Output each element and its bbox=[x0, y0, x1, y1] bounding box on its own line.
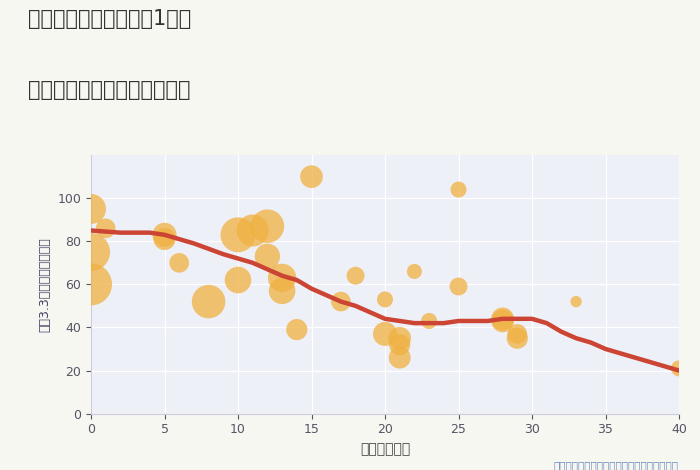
Point bbox=[291, 326, 302, 333]
Point bbox=[394, 341, 405, 348]
Point bbox=[673, 365, 685, 372]
Point bbox=[85, 281, 97, 288]
Point bbox=[379, 330, 391, 337]
Y-axis label: 坪（3.3㎡）単価（万円）: 坪（3.3㎡）単価（万円） bbox=[38, 237, 52, 332]
Point bbox=[159, 231, 170, 239]
Point bbox=[159, 235, 170, 243]
Point bbox=[335, 298, 346, 306]
Point bbox=[85, 248, 97, 256]
Point bbox=[424, 317, 435, 325]
Point bbox=[306, 173, 317, 180]
Point bbox=[453, 283, 464, 290]
Point bbox=[512, 335, 523, 342]
Point bbox=[232, 276, 244, 284]
Point bbox=[350, 272, 361, 280]
Point bbox=[497, 315, 508, 322]
X-axis label: 築年数（年）: 築年数（年） bbox=[360, 442, 410, 456]
Point bbox=[394, 354, 405, 361]
Point bbox=[262, 252, 273, 260]
Point bbox=[497, 317, 508, 325]
Point bbox=[276, 287, 288, 295]
Point bbox=[394, 335, 405, 342]
Point bbox=[247, 227, 258, 234]
Point bbox=[276, 274, 288, 282]
Text: 円の大きさは、取引のあった物件面積を示す: 円の大きさは、取引のあった物件面積を示す bbox=[554, 460, 679, 470]
Point bbox=[512, 330, 523, 337]
Point bbox=[570, 298, 582, 306]
Point bbox=[174, 259, 185, 266]
Point bbox=[409, 267, 420, 275]
Point bbox=[453, 186, 464, 193]
Point bbox=[203, 298, 214, 306]
Text: 三重県名張市桔梗が丘1番町: 三重県名張市桔梗が丘1番町 bbox=[28, 9, 191, 30]
Point bbox=[232, 231, 244, 239]
Point bbox=[262, 222, 273, 230]
Text: 築年数別中古マンション価格: 築年数別中古マンション価格 bbox=[28, 80, 190, 100]
Point bbox=[85, 205, 97, 213]
Point bbox=[100, 225, 111, 232]
Point bbox=[379, 296, 391, 303]
